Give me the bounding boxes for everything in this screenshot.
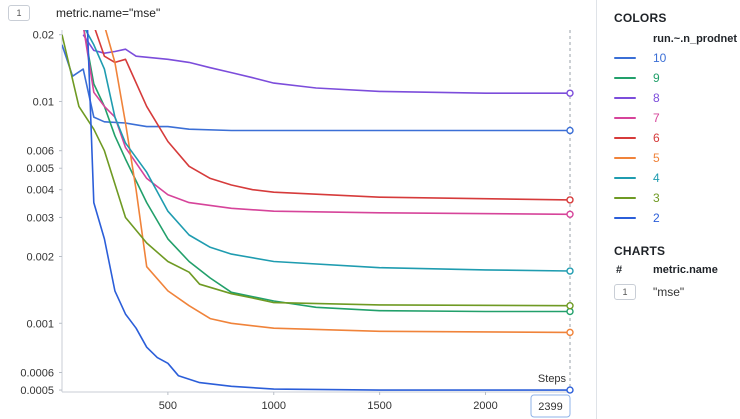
series-endpoint-10: [566, 126, 574, 135]
legend-swatch: [614, 117, 636, 119]
legend-label: 6: [653, 131, 660, 145]
legend-label: 9: [653, 71, 660, 85]
legend-swatch: [614, 77, 636, 79]
y-tick-label: 0.02: [33, 30, 54, 42]
legend-item-10[interactable]: 10: [612, 48, 740, 68]
legend-item-8[interactable]: 8: [612, 88, 740, 108]
charts-title: CHARTS: [614, 244, 666, 258]
legend-swatch: [614, 197, 636, 199]
legend-swatch: [614, 137, 636, 139]
hover-step-box: [530, 394, 571, 418]
series-line-8: [82, 34, 570, 94]
legend-label: 8: [653, 91, 660, 105]
series-endpoint-6: [566, 196, 574, 204]
charts-column-header: metric.name: [653, 264, 718, 276]
charts-row-value: "mse": [653, 285, 685, 299]
series-line-9: [83, 30, 570, 313]
x-tick-label: 1000: [262, 400, 286, 412]
legend-item-6[interactable]: 6: [612, 128, 740, 148]
legend-label: 10: [653, 51, 667, 65]
series-endpoint-3: [566, 302, 574, 310]
y-tick-label: 0.004: [26, 185, 54, 197]
series-line-6: [94, 30, 571, 201]
charts-row-badge: 1: [614, 284, 636, 300]
colors-column-label: run.~.n_prodnet: [653, 33, 738, 45]
series-endpoint-7: [566, 210, 574, 218]
series-line-4: [84, 30, 571, 272]
legend-item-3[interactable]: 3: [612, 188, 740, 208]
legend-item-7[interactable]: 7: [612, 108, 740, 128]
series-line-3: [62, 34, 571, 307]
series-line-7: [83, 30, 571, 216]
x-tick-label: 500: [159, 400, 177, 412]
x-axis-label: Steps: [538, 373, 567, 385]
chart-index-badge: 1: [8, 5, 30, 21]
y-tick-label: 0.01: [33, 96, 54, 108]
series-endpoint-2: [566, 386, 574, 394]
legend-swatch: [614, 157, 636, 159]
y-tick-label: 0.002: [26, 252, 54, 264]
y-tick-label: 0.0005: [20, 385, 54, 397]
legend-swatch: [614, 217, 636, 219]
line-chart[interactable]: 0.02 0.01 0.006 0.005 0.004 0.003 0.002 0.001 0.…: [0, 0, 596, 419]
legend-item-2[interactable]: 2: [612, 208, 740, 228]
legend-item-4[interactable]: 4: [612, 168, 740, 188]
legend-swatch: [614, 97, 636, 99]
chart-title: metric.name="mse": [56, 6, 161, 20]
y-tick-label: 0.003: [26, 212, 54, 224]
series-line-2: [86, 30, 570, 391]
colors-title: COLORS: [614, 11, 667, 25]
legend-label: 4: [653, 171, 660, 185]
legend-label: 7: [653, 111, 660, 125]
y-tick-label: 0.006: [26, 146, 54, 158]
legend-swatch: [614, 177, 636, 179]
legend-item-5[interactable]: 5: [612, 148, 740, 168]
legend-label: 2: [653, 211, 660, 225]
series-endpoint-4: [566, 267, 574, 275]
legend-label: 3: [653, 191, 660, 205]
chart-panel: 1 metric.name="mse" 0.02 0.01 0.006 0.005 0.…: [0, 0, 596, 419]
legend-label: 5: [653, 151, 660, 165]
legend-swatch: [614, 57, 636, 59]
legend-sidebar: COLORS run.~.n_prodnet 10 9 8 7 6 5 4 3 2 CHARTS…: [612, 0, 740, 419]
chart-header: 1 metric.name="mse": [8, 4, 160, 22]
x-tick-label: 2000: [473, 400, 497, 412]
series-endpoint-5: [566, 328, 574, 337]
y-tick-label: 0.001: [26, 318, 54, 330]
series-line-10: [62, 44, 570, 132]
panel-divider: [596, 0, 597, 419]
charts-hash-header: #: [616, 264, 623, 276]
series-endpoint-8: [566, 89, 574, 97]
series-line-5: [104, 30, 571, 334]
legend-list: 10 9 8 7 6 5 4 3 2: [612, 48, 740, 228]
y-tick-label: 0.0006: [20, 367, 54, 379]
y-tick-label: 0.005: [26, 163, 54, 175]
hover-step-label: 2399: [538, 401, 562, 413]
x-tick-label: 1500: [367, 400, 391, 412]
legend-item-9[interactable]: 9: [612, 68, 740, 88]
